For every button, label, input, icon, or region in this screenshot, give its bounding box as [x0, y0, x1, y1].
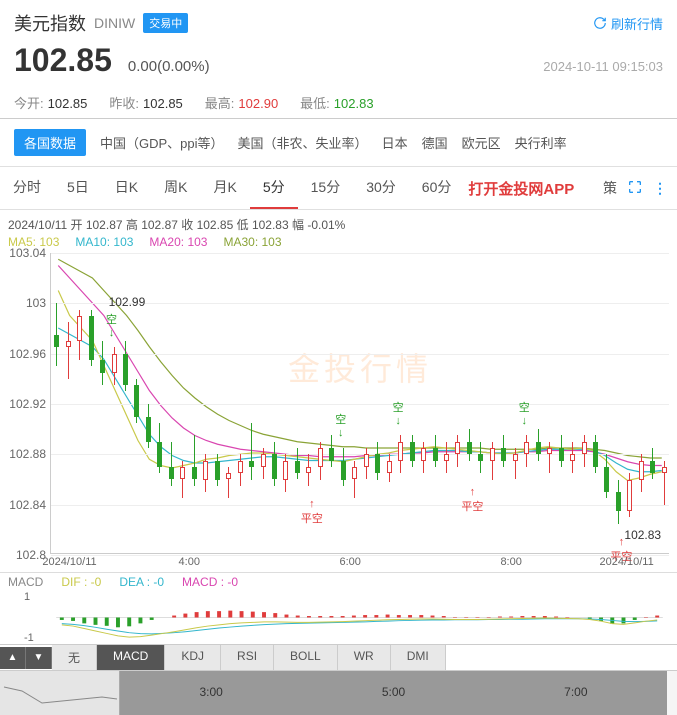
category-tab[interactable]: 中国（GDP、ppi等）	[100, 136, 224, 151]
indicator-down-arrow[interactable]: ▼	[26, 647, 52, 669]
scroll-time-0: 3:00	[199, 685, 222, 699]
refresh-icon	[593, 16, 607, 30]
scroll-time-labels: 3:00 5:00 7:00	[120, 685, 667, 699]
category-tab[interactable]: 美国（非农、失业率）	[238, 136, 368, 151]
dea-label: DEA : -0	[119, 575, 164, 589]
time-scroll[interactable]: 3:00 5:00 7:00	[0, 671, 677, 715]
timeframe-tab[interactable]: 15分	[298, 167, 354, 209]
last-price: 102.85	[14, 42, 112, 79]
timeframe-tabs: 分时5日日K周K月K5分15分30分60分 打开金投网APP 策 ⋮	[0, 166, 677, 210]
timeframe-tab[interactable]: 分时	[0, 167, 54, 209]
macd-value-label: MACD : -0	[182, 575, 238, 589]
chart-yaxis: 103.04103102.96102.92102.88102.84102.8	[2, 253, 50, 554]
category-tab[interactable]: 日本	[382, 136, 408, 151]
indicator-tab[interactable]: BOLL	[274, 645, 338, 670]
prev-value: 102.85	[143, 96, 183, 111]
indicator-tab[interactable]: WR	[338, 645, 391, 670]
macd-title: MACD	[8, 575, 43, 589]
more-icon[interactable]: ⋮	[653, 180, 667, 197]
chart-plot: 金投行情 空↓空↓空↓↑平空↑平空空↓↑平空102.99102.83	[50, 253, 669, 554]
ma-legend: MA5: 103 MA10: 103 MA20: 103 MA30: 103	[0, 235, 677, 253]
open-label: 今开:	[14, 96, 44, 111]
scroll-time-1: 5:00	[382, 685, 405, 699]
macd-legend: MACD DIF : -0 DEA : -0 MACD : -0	[0, 573, 677, 591]
chart-watermark: 金投行情	[288, 344, 432, 390]
chart-ohlc-info: 2024/10/11 开 102.87 高 102.87 收 102.85 低 …	[0, 210, 677, 235]
instrument-title: 美元指数	[14, 10, 86, 36]
high-value: 102.90	[238, 96, 278, 111]
macd-ytick-top: 1	[24, 591, 30, 603]
scroll-time-2: 7:00	[564, 685, 587, 699]
quote-timestamp: 2024-10-11 09:15:03	[543, 59, 663, 74]
ma20-label: MA20: 103	[149, 235, 207, 249]
macd-chart[interactable]: 1 -1	[0, 591, 677, 645]
macd-plot	[50, 593, 669, 642]
category-active[interactable]: 各国数据	[14, 129, 86, 156]
instrument-code: DINIW	[94, 15, 135, 31]
macd-ytick-bottom: -1	[24, 632, 34, 644]
timeframe-tab[interactable]: 5日	[54, 167, 102, 209]
category-tab[interactable]: 德国	[422, 136, 448, 151]
timeframe-tab[interactable]: 60分	[409, 167, 465, 209]
low-label: 最低:	[300, 96, 330, 111]
chart-xaxis: 2024/10/114:006:008:002024/10/11	[50, 556, 669, 572]
ma10-label: MA10: 103	[75, 235, 133, 249]
high-label: 最高:	[205, 96, 235, 111]
price-change: 0.00(0.00%)	[128, 58, 210, 75]
refresh-label: 刷新行情	[611, 14, 663, 33]
candlestick-chart[interactable]: 103.04103102.96102.92102.88102.84102.8 金…	[0, 253, 677, 573]
indicator-tabs: ▲ ▼ 无MACDKDJRSIBOLLWRDMI	[0, 645, 677, 671]
indicator-up-arrow[interactable]: ▲	[0, 647, 26, 669]
scroll-thumb[interactable]	[0, 671, 120, 715]
ohlc-row: 今开: 102.85 昨收: 102.85 最高:102.90 最低: 102.83	[0, 87, 677, 119]
expand-icon[interactable]	[627, 179, 643, 198]
indicator-tab[interactable]: MACD	[97, 645, 165, 670]
ma30-label: MA30: 103	[223, 235, 281, 249]
trading-status-badge: 交易中	[143, 13, 188, 33]
indicator-tab[interactable]: 无	[52, 645, 97, 670]
indicator-tab[interactable]: DMI	[391, 645, 446, 670]
indicator-tab[interactable]: KDJ	[165, 645, 221, 670]
timeframe-tab[interactable]: 5分	[250, 167, 298, 209]
refresh-button[interactable]: 刷新行情	[593, 14, 663, 33]
timeframe-tab[interactable]: 月K	[200, 167, 249, 209]
timeframe-tab[interactable]: 周K	[151, 167, 200, 209]
dif-label: DIF : -0	[61, 575, 101, 589]
category-tab[interactable]: 欧元区	[462, 136, 501, 151]
app-promo[interactable]: 打开金投网APP	[464, 168, 578, 209]
scroll-track[interactable]: 3:00 5:00 7:00	[120, 671, 667, 715]
timeframe-tab[interactable]: 日K	[102, 167, 151, 209]
category-tab[interactable]: 央行利率	[515, 136, 567, 151]
timeframe-tab[interactable]: 30分	[353, 167, 409, 209]
low-value: 102.83	[334, 96, 374, 111]
prev-label: 昨收:	[109, 96, 139, 111]
open-value: 102.85	[48, 96, 88, 111]
indicator-tab[interactable]: RSI	[221, 645, 274, 670]
extra-tab[interactable]: 策	[603, 178, 617, 198]
category-tabs: 各国数据 中国（GDP、ppi等） 美国（非农、失业率） 日本德国欧元区央行利率	[0, 119, 677, 162]
